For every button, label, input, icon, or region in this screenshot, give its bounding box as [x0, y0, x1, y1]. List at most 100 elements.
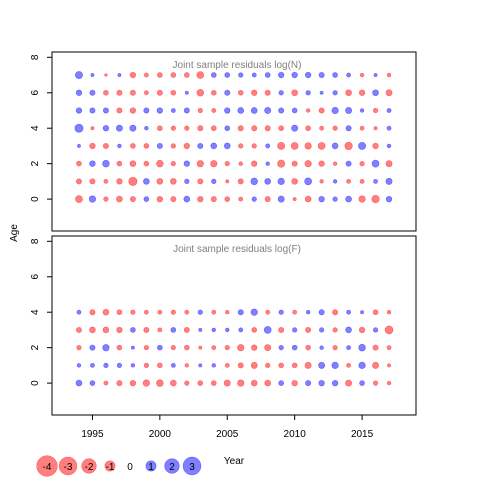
residual-bubble [129, 196, 136, 203]
residual-bubble [346, 345, 352, 351]
residual-bubble [89, 309, 96, 316]
residual-bubble [170, 345, 176, 351]
residual-bubble [116, 195, 123, 203]
residual-bubble [88, 195, 97, 203]
residual-bubble [74, 71, 83, 80]
residual-bubble [305, 326, 312, 333]
residual-bubble [304, 361, 312, 369]
residual-bubble [237, 107, 245, 114]
residual-bubble [76, 309, 82, 315]
residual-bubble [304, 195, 312, 203]
residual-bubble [117, 143, 122, 149]
residual-bubble [359, 125, 365, 131]
residual-bubble [116, 107, 123, 114]
residual-bubble [102, 125, 110, 132]
residual-bubble [319, 179, 324, 184]
residual-bubble [196, 71, 205, 79]
residual-bubble [318, 379, 325, 387]
legend-bubble [58, 456, 78, 476]
y-tick-label: 2 [30, 160, 41, 166]
residual-bubble [116, 380, 123, 387]
legend-label: -2 [85, 462, 94, 473]
residual-bubble [210, 160, 218, 168]
residual-bubble [237, 89, 244, 96]
residual-bubble [224, 161, 230, 167]
residual-bubble [319, 345, 324, 350]
residual-bubble [74, 123, 84, 133]
residual-bubble [156, 89, 163, 96]
residual-bubble [318, 195, 325, 203]
residual-bubble [305, 344, 311, 351]
residual-bubble [319, 90, 324, 95]
residual-bubble [264, 72, 271, 78]
residual-bubble [211, 309, 217, 315]
residual-bubble [264, 344, 272, 352]
residual-bubble [75, 195, 83, 203]
residual-bubble [211, 345, 217, 351]
residual-bubble [116, 362, 123, 368]
residual-bubble [75, 379, 83, 387]
residual-bubble [387, 363, 391, 368]
residual-bubble [305, 125, 311, 132]
residual-bubble [372, 107, 379, 114]
residual-bubble [157, 309, 163, 315]
residual-bubble [156, 107, 164, 114]
residual-bubble [251, 143, 257, 149]
residual-bubble [332, 196, 338, 202]
residual-bubble [156, 142, 163, 149]
residual-bubble [224, 89, 231, 96]
residual-bubble [332, 345, 338, 351]
residual-bubble [237, 125, 244, 132]
residual-bubble [318, 72, 325, 79]
panel-title: Joint sample residuals log(F) [173, 244, 301, 255]
residual-bubble [89, 160, 96, 167]
residual-bubble [225, 179, 230, 184]
residual-bubble [197, 142, 204, 149]
residual-bubble [264, 178, 272, 185]
residual-bubble [373, 178, 378, 184]
residual-bubble [196, 89, 205, 97]
y-tick-label: 0 [30, 380, 41, 386]
plot-frame [51, 51, 417, 232]
residual-bubble [386, 72, 392, 78]
residual-bubble [319, 327, 325, 333]
residual-bubble [384, 325, 394, 335]
y-tick-label: 6 [30, 90, 41, 96]
y-axis-label: Age [9, 224, 20, 242]
residual-bubble [386, 345, 392, 351]
residual-bubble [104, 73, 108, 77]
residual-bubble [198, 345, 203, 350]
residual-bubble [251, 125, 258, 132]
residual-bubble [386, 310, 392, 315]
residual-bubble [224, 107, 231, 114]
residual-bubble [89, 380, 96, 386]
residual-bubble [237, 344, 245, 352]
residual-bubble [170, 196, 177, 203]
residual-bubble [372, 89, 379, 97]
residual-bubble [319, 125, 325, 131]
residual-bubble [115, 124, 123, 132]
legend-label: -4 [43, 462, 52, 473]
residual-bubble [102, 308, 110, 316]
residual-bubble [130, 363, 136, 368]
plot-frame [51, 235, 417, 416]
residual-bubble [346, 362, 352, 368]
residual-bubble [250, 361, 258, 369]
residual-bubble [277, 177, 285, 185]
y-tick-label: 4 [30, 309, 41, 315]
residual-bubble [197, 380, 204, 386]
residual-bubble [318, 107, 325, 114]
legend-label: -3 [64, 462, 73, 473]
residual-bubble [210, 196, 217, 203]
residual-bubble [143, 72, 149, 78]
residual-bubble [143, 160, 150, 167]
residual-bubble [265, 309, 271, 315]
residual-bubble [278, 309, 284, 315]
residual-bubble [170, 362, 176, 368]
residual-bubble [75, 326, 82, 333]
residual-bubble [344, 141, 353, 151]
residual-bubble [130, 327, 136, 333]
panel-title: Joint sample residuals log(N) [173, 60, 302, 71]
residual-bubble [359, 178, 365, 184]
